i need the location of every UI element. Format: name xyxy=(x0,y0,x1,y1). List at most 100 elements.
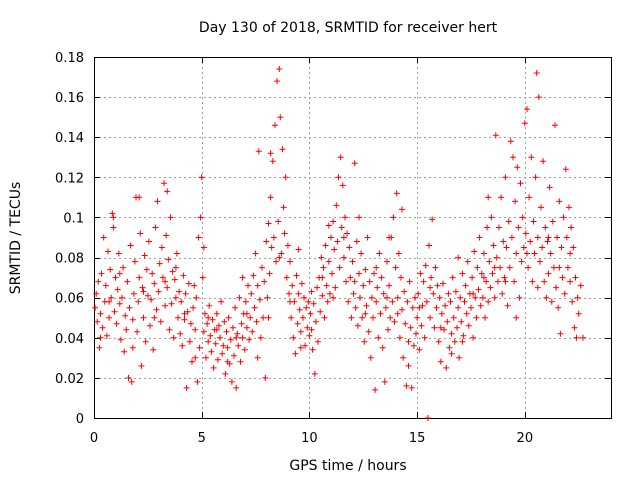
data-point xyxy=(234,330,241,337)
data-point xyxy=(277,114,284,121)
data-point xyxy=(377,310,384,317)
data-point xyxy=(468,304,474,311)
data-point xyxy=(288,314,295,321)
data-point xyxy=(446,344,453,351)
data-point xyxy=(287,258,293,265)
data-point xyxy=(311,370,318,377)
data-point xyxy=(128,378,135,385)
data-point xyxy=(149,270,156,277)
data-point xyxy=(462,282,469,289)
data-point xyxy=(413,330,419,337)
data-point xyxy=(148,296,155,303)
data-point xyxy=(343,278,349,285)
data-points xyxy=(92,66,586,421)
data-point xyxy=(470,334,477,341)
data-point xyxy=(307,310,314,317)
data-point xyxy=(116,270,123,277)
data-point xyxy=(564,264,571,271)
data-point xyxy=(475,286,482,293)
data-point xyxy=(485,194,492,201)
data-point xyxy=(525,264,532,271)
data-point xyxy=(163,232,170,239)
data-point xyxy=(457,294,464,301)
data-point xyxy=(93,290,100,297)
data-point xyxy=(290,334,297,341)
data-point xyxy=(350,290,357,297)
data-point xyxy=(400,354,407,361)
data-point xyxy=(480,274,487,281)
data-point xyxy=(236,294,243,301)
data-point xyxy=(454,324,460,331)
data-point xyxy=(356,214,362,221)
data-point xyxy=(270,234,277,241)
data-point xyxy=(255,148,262,155)
data-point xyxy=(533,70,540,76)
data-point xyxy=(384,258,390,265)
data-point xyxy=(380,290,387,297)
y-tick-label: 0.06 xyxy=(55,292,84,307)
data-point xyxy=(131,258,138,265)
data-point xyxy=(272,122,278,129)
data-point xyxy=(558,244,565,251)
data-point xyxy=(173,250,180,257)
data-point xyxy=(520,244,527,251)
data-point xyxy=(386,282,393,289)
data-point xyxy=(136,274,143,281)
data-point xyxy=(443,364,450,371)
data-point xyxy=(192,326,199,333)
data-point xyxy=(289,282,296,289)
data-point xyxy=(347,274,354,281)
data-point xyxy=(449,274,456,281)
data-point xyxy=(110,214,117,221)
data-point xyxy=(357,294,363,301)
data-point xyxy=(276,254,283,261)
data-point xyxy=(136,194,143,201)
data-point xyxy=(482,314,488,321)
data-point xyxy=(303,304,310,311)
data-point xyxy=(575,310,582,317)
data-point xyxy=(391,318,398,325)
data-point xyxy=(440,280,446,287)
data-point xyxy=(229,324,236,331)
data-point xyxy=(406,278,413,285)
data-point xyxy=(554,234,561,241)
data-point xyxy=(152,224,159,231)
data-point xyxy=(284,242,291,249)
data-point xyxy=(227,336,234,343)
data-point xyxy=(418,322,425,329)
data-point xyxy=(94,318,101,325)
data-point xyxy=(403,382,410,389)
data-point xyxy=(510,154,516,161)
data-point xyxy=(167,214,174,221)
data-point xyxy=(539,244,546,251)
data-point xyxy=(113,320,120,327)
data-point xyxy=(356,270,362,277)
data-point xyxy=(549,218,556,225)
y-tick-label: 0.14 xyxy=(55,131,84,146)
data-point xyxy=(417,270,424,277)
data-point xyxy=(180,272,187,279)
data-point xyxy=(120,264,127,271)
data-point xyxy=(419,302,426,309)
data-point xyxy=(502,278,509,285)
data-point xyxy=(472,294,479,301)
data-point xyxy=(179,342,186,349)
data-point xyxy=(381,378,388,385)
data-point xyxy=(257,334,264,341)
data-point xyxy=(190,304,197,311)
data-point xyxy=(502,174,509,181)
data-point xyxy=(151,314,158,321)
data-point xyxy=(203,354,209,361)
data-point xyxy=(330,294,337,301)
data-point xyxy=(197,214,204,221)
data-point xyxy=(298,280,305,287)
data-point xyxy=(402,320,409,327)
data-point xyxy=(112,274,119,281)
data-point xyxy=(431,324,438,331)
data-point xyxy=(452,288,459,295)
data-point xyxy=(239,334,246,341)
data-point xyxy=(305,298,312,305)
data-point xyxy=(178,298,185,305)
data-point xyxy=(504,302,511,309)
